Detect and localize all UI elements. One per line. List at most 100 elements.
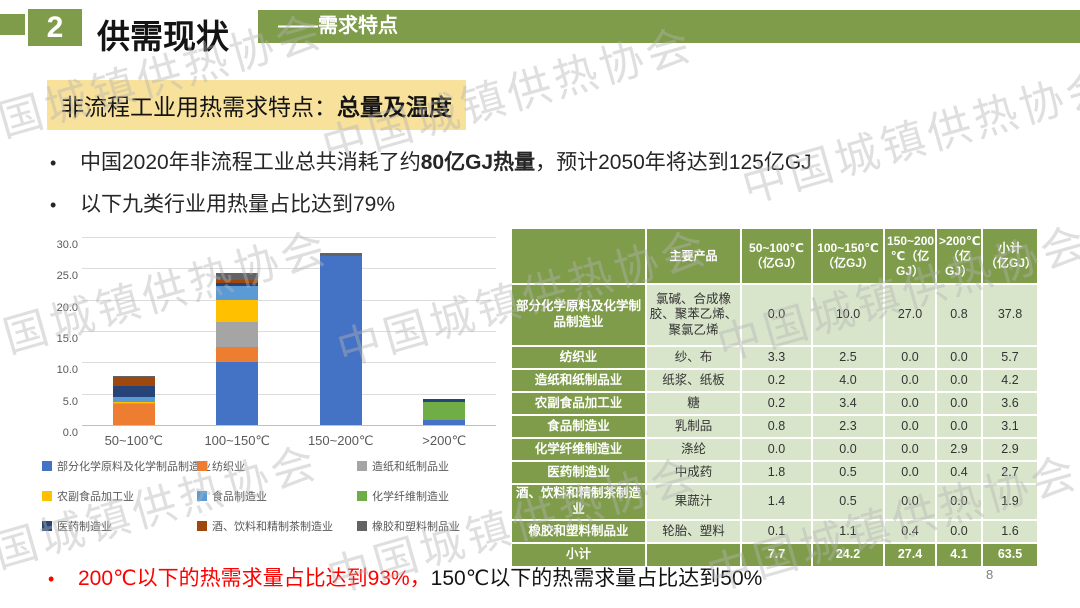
highlight-prefix: 非流程工业用热需求特点： (61, 94, 337, 120)
value-cell: 1.4 (740, 483, 813, 521)
legend-label: 农副食品加工业 (57, 491, 134, 503)
x-tick-label: 50~100℃ (104, 433, 163, 448)
product-cell: 中成药 (645, 460, 742, 485)
product-cell: 糖 (645, 391, 742, 416)
value-cell: 0.8 (935, 283, 983, 347)
bar-segment (319, 253, 362, 256)
industry-cell: 农副食品加工业 (510, 391, 647, 416)
product-cell: 氯碱、合成橡胶、聚苯乙烯、聚氯乙烯 (645, 283, 742, 347)
value-cell: 0.4 (935, 460, 983, 485)
value-cell: 0.0 (740, 437, 813, 462)
value-cell: 37.8 (981, 283, 1039, 347)
value-cell: 0.0 (883, 414, 937, 439)
bar-segment (216, 362, 259, 425)
value-cell: 5.7 (981, 345, 1039, 370)
value-cell: 0.5 (811, 483, 885, 521)
bar-segment (423, 420, 466, 425)
x-tick-label: >200℃ (422, 433, 467, 448)
product-cell: 纸浆、纸板 (645, 368, 742, 393)
y-tick-label: 5.0 (62, 395, 78, 408)
value-cell: 3.6 (981, 391, 1039, 416)
header-accent-strip (0, 14, 25, 35)
industry-cell: 医药制造业 (510, 460, 647, 485)
value-cell: 1.6 (981, 519, 1039, 544)
table-row: 化学纤维制造业 涤纶 0.0 0.0 0.0 2.9 2.9 (510, 437, 1039, 462)
chart-gridline (82, 362, 496, 364)
bullet-dot: • (50, 153, 57, 173)
value-cell: 3.1 (981, 414, 1039, 439)
data-table: 主要产品 50~100℃ （亿GJ） 100~150℃ （亿GJ） 150~200 ℃… (510, 227, 1039, 568)
value-cell: 3.3 (740, 345, 813, 370)
value-cell: 0.0 (883, 345, 937, 370)
value-cell: 27.0 (883, 283, 937, 347)
legend-label: 酒、饮料和精制茶制造业 (212, 521, 333, 533)
y-tick-label: 15.0 (56, 333, 78, 345)
chart-gridline (82, 237, 496, 238)
value-cell: 2.9 (981, 437, 1039, 462)
total-value-cell: 7.7 (740, 542, 813, 568)
table-header-cell: 100~150℃ （亿GJ） (811, 227, 885, 285)
value-cell: 0.0 (935, 391, 983, 416)
bullet-1-bold: 80亿GJ热量 (420, 151, 536, 174)
y-tick-label: 0.0 (62, 427, 78, 439)
x-tick-label: 100~150℃ (204, 433, 271, 448)
bullet-1-text: 中国2020年非流程工业总共消耗了约 (80, 151, 421, 174)
legend-item: 化学纤维制造业 (357, 488, 557, 504)
bullet-2: • 以下九类行业用热量占比达到79% (50, 188, 395, 218)
value-cell: 0.0 (935, 368, 983, 393)
legend-item: 造纸和纸制品业 (357, 458, 557, 474)
bar-segment (216, 272, 259, 280)
legend-item: 纺织业 (197, 458, 357, 474)
total-value-cell: 27.4 (883, 542, 937, 568)
product-cell: 纱、布 (645, 345, 742, 370)
legend-swatch (197, 491, 207, 501)
bullet-1: • 中国2020年非流程工业总共消耗了约80亿GJ热量，预计2050年将达到125… (50, 146, 812, 176)
chart-gridline (82, 331, 496, 332)
bullet-1-tail: ，预计2050年将达到125亿GJ (535, 151, 812, 174)
value-cell: 0.0 (811, 437, 885, 462)
industry-cell: 食品制造业 (510, 414, 647, 439)
table-row: 部分化学原料及化学制品制造业 氯碱、合成橡胶、聚苯乙烯、聚氯乙烯 0.0 10.0 27… (510, 283, 1039, 347)
value-cell: 0.0 (935, 519, 983, 544)
industry-cell: 酒、饮料和精制茶制造业 (510, 483, 647, 521)
chart-plot-area: 0.0 5.0 10.0 15.0 20.0 25.0 30.0 50~100℃ 100~150… (57, 237, 496, 448)
total-value-cell: 24.2 (811, 542, 885, 568)
table-row: 造纸和纸制品业 纸浆、纸板 0.2 4.0 0.0 0.0 4.2 (510, 368, 1039, 393)
chart-gridline (82, 268, 496, 270)
value-cell: 0.2 (740, 368, 813, 393)
bar-segment (112, 376, 155, 377)
bar-segment (423, 399, 466, 402)
stacked-bar-chart: 0.0 5.0 10.0 15.0 20.0 25.0 30.0 50~100℃ 100~150… (57, 228, 498, 448)
industry-cell: 化学纤维制造业 (510, 437, 647, 462)
bottom-note: • 200℃以下的热需求量占比达到93%，150℃以下的热需求量占比达到50% (48, 562, 762, 592)
table-row: 农副食品加工业糖 0.2 3.4 0.0 0.0 3.6 (510, 391, 1039, 416)
legend-item: 橡胶和塑料制品业 (357, 518, 557, 534)
bar-segment (216, 321, 259, 347)
chart-gridline (82, 425, 496, 426)
legend-swatch (197, 461, 207, 471)
industry-cell: 纺织业 (510, 345, 647, 370)
value-cell: 1.8 (740, 460, 813, 485)
legend-swatch (42, 461, 52, 471)
table-header-cell: 主要产品 (645, 227, 742, 285)
total-value-cell: 4.1 (935, 542, 983, 568)
value-cell: 2.7 (981, 460, 1039, 485)
legend-label: 橡胶和塑料制品业 (372, 521, 460, 533)
y-tick-label: 25.0 (56, 270, 78, 283)
chart-gridline (82, 299, 496, 301)
table-header-cell: 小计 （亿GJ） (981, 227, 1039, 285)
watermark: 中国城镇供热协会 (736, 59, 1080, 213)
legend-label: 造纸和纸制品业 (372, 461, 449, 473)
section-number-badge: 2 (28, 9, 82, 46)
legend-swatch (357, 491, 367, 501)
value-cell: 0.0 (883, 483, 937, 521)
x-tick-label: 150~200℃ (307, 433, 374, 448)
industry-cell: 部分化学原料及化学制品制造业 (510, 283, 647, 347)
highlight-title: 非流程工业用热需求特点：总量及温度 (47, 80, 466, 130)
legend-label: 纺织业 (212, 461, 245, 473)
bar-segment (216, 285, 259, 301)
value-cell: 0.5 (811, 460, 885, 485)
value-cell: 0.0 (935, 414, 983, 439)
value-cell: 0.0 (883, 391, 937, 416)
